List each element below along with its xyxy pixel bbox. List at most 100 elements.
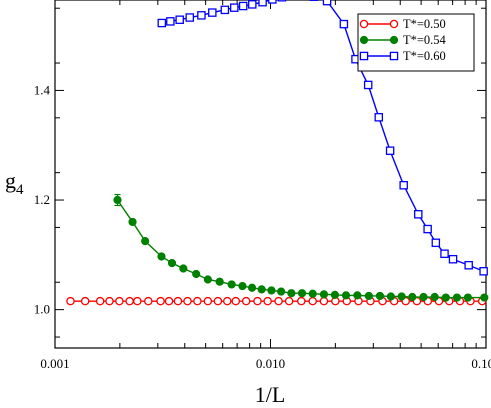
data-point (175, 15, 184, 24)
data-point (374, 113, 384, 122)
data-point (389, 19, 399, 29)
data-point (253, 296, 262, 306)
y-tick-label: 1.4 (34, 82, 51, 97)
y-tick-label: 1.0 (34, 302, 50, 317)
data-point (267, 286, 276, 295)
data-point (105, 296, 114, 306)
data-point (223, 296, 232, 306)
data-point (359, 19, 369, 29)
data-point (238, 1, 248, 11)
data-point (423, 224, 432, 234)
series-3 (157, 0, 488, 276)
data-point (386, 292, 396, 301)
x-axis-label: 1/L (255, 382, 286, 407)
data-point (408, 292, 417, 302)
data-point (464, 260, 473, 270)
data-point (399, 180, 408, 190)
data-point (95, 296, 105, 306)
data-point (213, 296, 223, 306)
data-point (339, 19, 349, 29)
data-point (203, 275, 212, 284)
data-point (230, 3, 239, 12)
y-axis-label-subscript: 4 (16, 182, 24, 198)
data-point (113, 195, 122, 205)
data-point (452, 293, 462, 302)
y-axis-label: g4 (5, 168, 24, 198)
data-point (167, 258, 177, 268)
data-point (353, 291, 362, 300)
data-point (241, 296, 251, 306)
data-point (308, 289, 317, 298)
legend-label: T*=0.54 (403, 33, 447, 47)
data-point (389, 51, 399, 61)
data-point (238, 281, 247, 291)
data-point (284, 296, 294, 306)
data-point (274, 296, 283, 306)
data-point (430, 292, 439, 302)
data-point (183, 296, 192, 306)
data-point (441, 293, 450, 302)
tick-labels: 0.001 0.010 0.100 1.0 1.2 1.4 (34, 82, 491, 371)
data-point (208, 8, 217, 17)
data-point (431, 238, 441, 248)
legend-box (357, 13, 475, 72)
data-point (277, 0, 287, 2)
data-point (144, 296, 153, 306)
data-point (440, 249, 449, 258)
data-point (258, 0, 267, 7)
data-point (231, 296, 241, 306)
data-point (448, 254, 458, 264)
data-point (115, 296, 124, 306)
legend-label: T*=0.60 (403, 49, 446, 63)
data-point (419, 292, 428, 302)
data-point (364, 291, 373, 301)
data-point (215, 277, 224, 286)
data-point (287, 289, 296, 298)
data-point (247, 283, 257, 292)
data-point (479, 267, 488, 276)
data-point (128, 217, 137, 227)
data-point (268, 0, 277, 4)
series-2 (113, 193, 489, 302)
series-1 (66, 296, 487, 306)
data-point (375, 291, 385, 301)
data-point (308, 296, 317, 306)
data-point (193, 296, 202, 306)
data-point (227, 280, 236, 289)
data-point (363, 80, 373, 90)
data-point (197, 11, 206, 20)
x-tick-label: 0.010 (256, 356, 285, 371)
x-tick-label: 0.100 (471, 356, 491, 371)
data-point (80, 296, 90, 306)
data-point (341, 291, 351, 300)
data-point (166, 17, 175, 26)
data-point (164, 296, 174, 306)
data-point (203, 296, 213, 306)
data-point (179, 264, 188, 273)
data-point (173, 296, 183, 306)
data-point (277, 287, 286, 296)
data-point (414, 210, 423, 219)
data-point (480, 293, 489, 302)
series-layer (66, 0, 489, 306)
data-point (385, 146, 395, 155)
data-point (389, 35, 399, 45)
data-point (141, 237, 150, 246)
data-point (319, 296, 329, 306)
data-point (185, 13, 195, 22)
data-point (263, 296, 272, 306)
data-point (297, 289, 307, 298)
data-point (156, 296, 165, 306)
data-point (125, 296, 134, 306)
data-point (319, 290, 329, 299)
data-point (359, 35, 369, 45)
data-point (192, 269, 201, 279)
data-point (157, 18, 167, 28)
data-point (157, 252, 166, 261)
y-tick-label: 1.2 (34, 192, 50, 207)
x-tick-label: 0.001 (40, 356, 69, 371)
legend-label: T*=0.50 (403, 17, 446, 31)
legend: T*=0.50 T*=0.54 T*=0.60 (357, 13, 475, 72)
data-point (66, 296, 75, 306)
